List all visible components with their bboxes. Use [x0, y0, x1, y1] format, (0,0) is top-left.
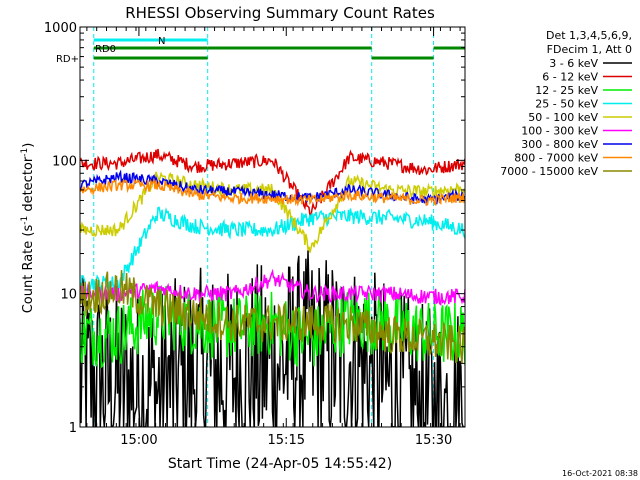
- y-axis-label-part: detector: [21, 156, 36, 216]
- x-tick-label: 15:15: [268, 433, 305, 448]
- series-line-5: [80, 268, 465, 307]
- series-line-2: [80, 285, 465, 369]
- plot-content: [80, 27, 465, 427]
- x-tick-label: 15:30: [415, 433, 452, 448]
- legend-entry-label: 3 - 6 keV: [549, 57, 598, 70]
- plot-frame: [79, 26, 466, 428]
- flag-label-n: N: [158, 36, 165, 47]
- legend-header-line: FDecim 1, Att 0: [547, 43, 632, 56]
- chart-title: RHESSI Observing Summary Count Rates: [125, 4, 435, 22]
- legend-entry-label: 100 - 300 keV: [521, 125, 598, 138]
- plot-area: N RD0 RD+: [56, 27, 465, 427]
- series-line-3: [80, 206, 465, 292]
- footer-timestamp: 16-Oct-2021 08:38: [562, 469, 638, 478]
- legend: Det 1,3,4,5,6,9,FDecim 1, Att 03 - 6 keV…: [500, 29, 632, 178]
- flag-label-rdplus: RD+: [56, 54, 79, 65]
- series-line-1: [80, 148, 465, 217]
- legend-entry-label: 300 - 800 keV: [521, 138, 598, 151]
- y-tick-label: 10: [60, 288, 77, 303]
- legend-entry-label: 800 - 7000 keV: [514, 152, 598, 165]
- series-line-4: [80, 171, 465, 253]
- y-tick-label: 1000: [44, 21, 77, 36]
- legend-entry-label: 6 - 12 keV: [542, 71, 598, 84]
- x-axis-label: Start Time (24-Apr-05 14:55:42): [168, 456, 392, 472]
- y-axis-label-part: Count Rate (s: [21, 225, 36, 314]
- x-tick-label: 15:00: [120, 433, 157, 448]
- legend-entry-label: 50 - 100 keV: [528, 111, 598, 124]
- legend-entry-label: 7000 - 15000 keV: [500, 165, 598, 178]
- series-line-8: [80, 270, 465, 364]
- axes: 1 10 100 1000 15:00 15:15 15:30: [44, 21, 466, 448]
- y-tick-label: 1: [69, 421, 77, 436]
- y-axis-label: Count Rate (s-1 detector-1): [20, 143, 36, 314]
- flag-label-rd0: RD0: [95, 44, 116, 55]
- legend-entry-label: 25 - 50 keV: [535, 98, 598, 111]
- legend-entry-label: 12 - 25 keV: [535, 84, 598, 97]
- y-axis-label-part: -1: [20, 216, 30, 225]
- y-axis-label-part: -1: [20, 148, 30, 157]
- y-axis-label-part: ): [21, 143, 36, 148]
- series-line-7: [80, 177, 465, 207]
- legend-header-line: Det 1,3,4,5,6,9,: [546, 29, 632, 42]
- y-tick-label: 100: [52, 154, 77, 169]
